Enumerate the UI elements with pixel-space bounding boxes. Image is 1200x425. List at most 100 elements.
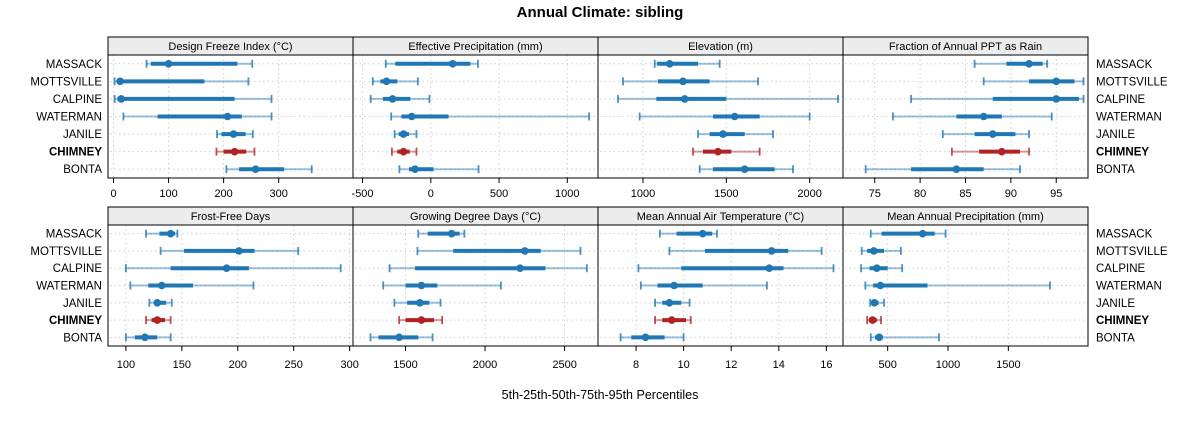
station-label-right-massack: MASSACK: [1096, 229, 1153, 241]
median-dot-bonta-frost-free-days: [141, 333, 149, 342]
axis-tick-label-growing-degree-days-c: 2000: [473, 359, 497, 371]
median-dot-janile-mean-annual-precipitation-mm: [870, 298, 879, 307]
median-dot-chimney-fraction-of-annual-ppt-as-rain: [997, 147, 1006, 156]
station-label-right-calpine: CALPINE: [1096, 263, 1146, 275]
station-label-left-bonta: BONTA: [63, 332, 102, 344]
median-dot-mottsville-effective-precipitation-mm: [382, 77, 391, 86]
axis-tick-label-frost-free-days: 300: [340, 359, 358, 371]
median-dot-calpine-growing-degree-days-c: [516, 264, 524, 273]
median-dot-waterman-mean-annual-precipitation-mm: [876, 281, 885, 290]
station-label-left-waterman: WATERMAN: [36, 112, 102, 124]
median-dot-mottsville-frost-free-days: [235, 247, 243, 255]
station-label-right-bonta: BONTA: [1096, 164, 1135, 176]
panel-title-frost-free-days: Frost-Free Days: [191, 211, 271, 223]
median-dot-bonta-mean-annual-air-temperature-c: [641, 333, 650, 342]
axis-tick-label-frost-free-days: 250: [285, 359, 303, 371]
axis-tick-label-fraction-of-annual-ppt-as-rain: 85: [959, 188, 971, 200]
axis-tick-label-design-freeze-index-c: 200: [214, 188, 232, 200]
median-dot-calpine-mean-annual-precipitation-mm: [872, 264, 881, 273]
axis-tick-label-mean-annual-air-temperature-c: 10: [678, 359, 690, 371]
station-label-right-bonta: BONTA: [1096, 332, 1135, 344]
median-dot-massack-design-freeze-index-c: [164, 59, 173, 68]
station-label-right-mottsville: MOTTSVILLE: [1096, 246, 1168, 258]
panel-title-mean-annual-precipitation-mm: Mean Annual Precipitation (mm): [887, 211, 1044, 223]
panel-title-fraction-of-annual-ppt-as-rain: Fraction of Annual PPT as Rain: [889, 41, 1042, 53]
median-dot-chimney-design-freeze-index-c: [230, 147, 239, 156]
median-dot-bonta-design-freeze-index-c: [251, 165, 260, 174]
panel-header-fraction-of-annual-ppt-as-rain: [842, 36, 1089, 56]
station-label-left-bonta: BONTA: [63, 164, 102, 176]
median-dot-mottsville-fraction-of-annual-ppt-as-rain: [1052, 77, 1061, 86]
station-label-right-janile: JANILE: [1096, 298, 1135, 310]
axis-tick-label-fraction-of-annual-ppt-as-rain: 90: [1005, 188, 1017, 200]
median-dot-waterman-effective-precipitation-mm: [407, 112, 416, 121]
station-label-left-massack: MASSACK: [46, 229, 103, 241]
median-dot-chimney-growing-degree-days-c: [417, 316, 426, 324]
median-dot-massack-frost-free-days: [166, 229, 175, 238]
median-dot-chimney-frost-free-days: [153, 316, 162, 324]
axis-tick-label-fraction-of-annual-ppt-as-rain: 80: [914, 188, 926, 200]
median-dot-mottsville-elevation-m: [679, 77, 687, 86]
axis-tick-label-design-freeze-index-c: 300: [269, 188, 287, 200]
axis-tick-label-elevation-m: 1500: [714, 188, 738, 200]
median-dot-janile-effective-precipitation-mm: [399, 130, 408, 138]
median-dot-massack-mean-annual-precipitation-mm: [918, 229, 927, 238]
median-dot-bonta-effective-precipitation-mm: [411, 165, 419, 174]
station-label-left-waterman: WATERMAN: [36, 281, 102, 293]
station-label-left-janile: JANILE: [63, 129, 102, 141]
median-dot-waterman-design-freeze-index-c: [223, 112, 232, 121]
axis-tick-label-effective-precipitation-mm: -500: [352, 188, 374, 200]
axis-tick-label-fraction-of-annual-ppt-as-rain: 95: [1050, 188, 1062, 200]
axis-tick-label-mean-annual-air-temperature-c: 8: [633, 359, 639, 371]
panel-title-design-freeze-index-c: Design Freeze Index (°C): [168, 41, 292, 53]
x-axis-label: 5th-25th-50th-75th-95th Percentiles: [501, 388, 699, 402]
median-dot-waterman-elevation-m: [730, 112, 739, 121]
axis-tick-label-frost-free-days: 200: [229, 359, 247, 371]
median-dot-calpine-effective-precipitation-mm: [388, 95, 397, 103]
axis-tick-label-mean-annual-precipitation-mm: 1500: [996, 359, 1020, 371]
station-label-right-massack: MASSACK: [1096, 59, 1153, 71]
axis-tick-label-growing-degree-days-c: 1500: [393, 359, 417, 371]
station-label-right-waterman: WATERMAN: [1096, 112, 1162, 124]
panel-title-elevation-m: Elevation (m): [688, 41, 753, 53]
median-dot-waterman-fraction-of-annual-ppt-as-rain: [979, 112, 988, 121]
median-dot-chimney-effective-precipitation-mm: [399, 147, 408, 156]
median-dot-massack-elevation-m: [665, 59, 674, 68]
median-dot-calpine-design-freeze-index-c: [117, 95, 126, 103]
station-label-right-calpine: CALPINE: [1096, 94, 1146, 106]
median-dot-janile-frost-free-days: [153, 298, 162, 307]
median-dot-waterman-growing-degree-days-c: [417, 281, 426, 290]
median-dot-waterman-frost-free-days: [157, 281, 166, 290]
station-label-right-janile: JANILE: [1096, 129, 1135, 141]
station-label-right-chimney: CHIMNEY: [1096, 315, 1149, 327]
station-label-left-chimney: CHIMNEY: [49, 147, 102, 159]
median-dot-mottsville-growing-degree-days-c: [521, 247, 529, 255]
median-dot-mottsville-mean-annual-precipitation-mm: [869, 247, 878, 255]
axis-tick-label-elevation-m: 1000: [631, 188, 655, 200]
median-dot-bonta-fraction-of-annual-ppt-as-rain: [952, 165, 961, 174]
axis-tick-label-mean-annual-air-temperature-c: 16: [820, 359, 832, 371]
axis-tick-label-effective-precipitation-mm: 0: [428, 188, 434, 200]
station-label-left-mottsville: MOTTSVILLE: [30, 246, 102, 258]
panel-title-growing-degree-days-c: Growing Degree Days (°C): [410, 211, 541, 223]
axis-tick-label-growing-degree-days-c: 2500: [552, 359, 576, 371]
station-label-left-janile: JANILE: [63, 298, 102, 310]
median-dot-massack-fraction-of-annual-ppt-as-rain: [1025, 59, 1033, 68]
median-dot-calpine-elevation-m: [680, 95, 689, 103]
median-dot-waterman-mean-annual-air-temperature-c: [670, 281, 678, 290]
axis-tick-label-fraction-of-annual-ppt-as-rain: 75: [869, 188, 881, 200]
station-label-left-calpine: CALPINE: [53, 94, 103, 106]
axis-tick-label-design-freeze-index-c: 0: [110, 188, 116, 200]
median-dot-mottsville-design-freeze-index-c: [116, 77, 124, 86]
axis-tick-label-effective-precipitation-mm: 500: [490, 188, 508, 200]
median-dot-bonta-mean-annual-precipitation-mm: [875, 333, 884, 342]
median-dot-calpine-fraction-of-annual-ppt-as-rain: [1052, 95, 1061, 103]
median-dot-chimney-mean-annual-precipitation-mm: [868, 316, 877, 324]
station-label-right-waterman: WATERMAN: [1096, 281, 1162, 293]
station-label-left-massack: MASSACK: [46, 59, 103, 71]
median-dot-calpine-mean-annual-air-temperature-c: [765, 264, 774, 273]
median-dot-bonta-growing-degree-days-c: [395, 333, 403, 342]
figure-title: Annual Climate: sibling: [516, 4, 684, 21]
median-dot-janile-fraction-of-annual-ppt-as-rain: [988, 130, 997, 138]
station-label-right-mottsville: MOTTSVILLE: [1096, 76, 1168, 88]
